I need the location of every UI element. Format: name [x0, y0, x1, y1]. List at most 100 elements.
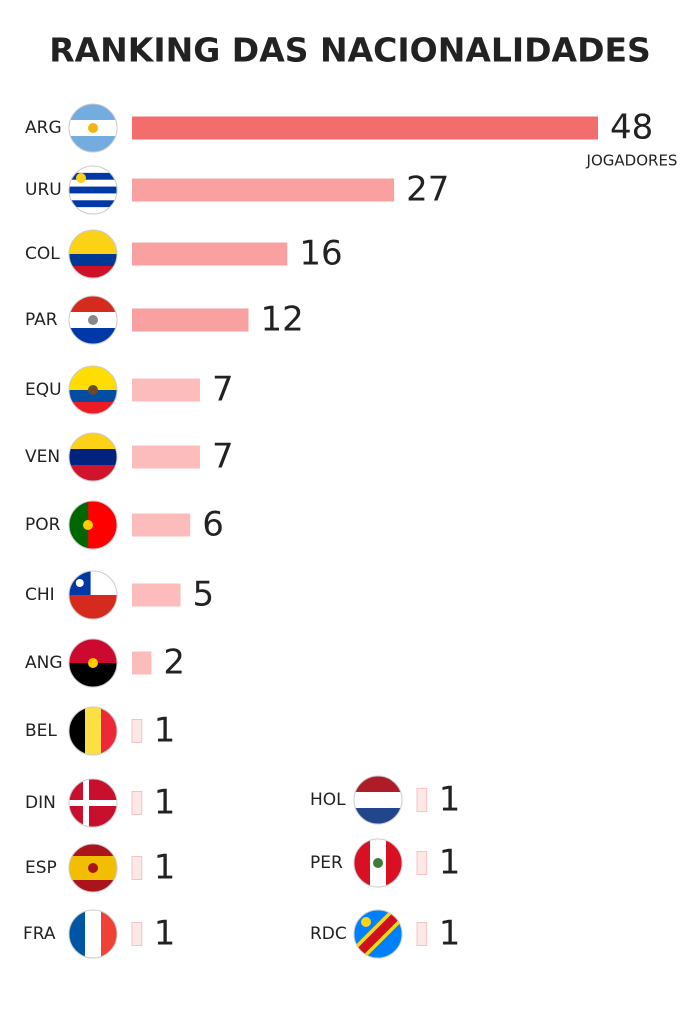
flag-border: [68, 229, 118, 279]
category-label: ESP: [25, 858, 57, 878]
flag: [69, 433, 117, 481]
category-label: VEN: [25, 447, 60, 467]
chart-title: RANKING DAS NACIONALIDADES: [49, 31, 651, 70]
flag-border: [68, 570, 118, 620]
flag-border: [68, 638, 118, 688]
flag-stripe: [354, 776, 402, 793]
flag-border: [68, 706, 118, 756]
flag-stripe: [69, 179, 117, 188]
flag-stripe: [69, 172, 117, 181]
flag-border: [68, 365, 118, 415]
category-label: ANG: [25, 653, 63, 673]
value-label: 16: [299, 234, 342, 274]
flag-stripe: [69, 880, 117, 892]
bar: [132, 513, 191, 537]
flag-emblem: [373, 858, 383, 868]
flag-stripe: [88, 501, 99, 549]
flag-stripe: [354, 839, 371, 887]
flag: [354, 776, 402, 824]
flag-stripe: [69, 707, 86, 755]
category-label: URU: [25, 180, 62, 200]
flag-stripe: [69, 242, 117, 255]
flag-stripe: [69, 136, 117, 152]
flag-stripe: [69, 378, 117, 391]
value-label: 1: [154, 848, 176, 888]
flag-emblem: [88, 863, 98, 873]
flag-border: [68, 103, 118, 153]
bar: [132, 651, 152, 675]
category-label: COL: [25, 244, 60, 264]
flag-emblem: [88, 123, 98, 133]
category-label: ARG: [25, 118, 62, 138]
category-label: DIN: [25, 793, 56, 813]
category-label: FRA: [23, 924, 56, 944]
flag: [69, 296, 117, 344]
bar: [132, 116, 598, 140]
flag-stripe: [107, 501, 117, 549]
flag-stripe: [69, 207, 117, 214]
flag: [69, 779, 117, 827]
flag-emblem: [88, 315, 98, 325]
value-label: 1: [439, 780, 461, 820]
value-label: 12: [261, 300, 304, 340]
bar: [131, 856, 143, 880]
flag: [69, 910, 117, 958]
value-label: 27: [406, 170, 449, 210]
value-label: 7: [212, 437, 234, 477]
flag-emblem: [88, 658, 98, 668]
flag-stripe: [354, 792, 402, 809]
flag: [69, 639, 117, 687]
bar: [131, 791, 143, 815]
bar: [132, 445, 200, 469]
flag-stripe: [69, 501, 80, 549]
flag-stripe: [69, 402, 117, 414]
flag-stripe: [354, 808, 402, 824]
category-label: HOL: [310, 790, 346, 810]
flag-stripe: [85, 707, 102, 755]
bar: [132, 308, 249, 332]
flag-stripe: [69, 868, 117, 881]
value-label: 1: [154, 914, 176, 954]
flag-band: [354, 910, 402, 958]
flag-border: [68, 500, 118, 550]
flag-stripe: [69, 200, 117, 208]
flag: [354, 910, 402, 958]
value-label: 1: [439, 843, 461, 883]
flag-star: [75, 579, 84, 587]
flag-stripe: [69, 328, 117, 344]
value-label: 5: [193, 575, 215, 615]
value-label: 6: [202, 505, 224, 545]
value-label: 1: [154, 783, 176, 823]
flag-border: [68, 295, 118, 345]
flag-border: [353, 775, 403, 825]
annotation: JOGADORES: [586, 152, 678, 170]
bar: [416, 922, 428, 946]
flag-border: [68, 843, 118, 893]
flag: [354, 839, 402, 887]
value-label: 2: [163, 643, 185, 683]
flag-stripe: [69, 449, 117, 466]
flag-stripe: [69, 595, 117, 619]
flag-stripe: [69, 296, 117, 313]
flag-stripe: [69, 910, 86, 958]
flag-stripe: [101, 910, 117, 958]
flag-stripe: [69, 390, 117, 403]
value-label: 1: [439, 914, 461, 954]
flag-stripe: [69, 266, 117, 278]
category-label: BEL: [25, 721, 57, 741]
flag-border: [68, 909, 118, 959]
flag-stripe: [69, 104, 117, 121]
flag: [69, 707, 117, 755]
flag-cross: [69, 800, 117, 806]
flag-border: [353, 838, 403, 888]
bar: [131, 719, 143, 743]
flag-border: [68, 165, 118, 215]
flag-stripe: [386, 839, 402, 887]
flag-stripe: [69, 186, 117, 194]
flag: [69, 166, 117, 214]
flag-stripe: [85, 910, 102, 958]
flag-emblem: [76, 173, 86, 183]
flag-cross: [83, 779, 89, 827]
flag-border: [68, 778, 118, 828]
